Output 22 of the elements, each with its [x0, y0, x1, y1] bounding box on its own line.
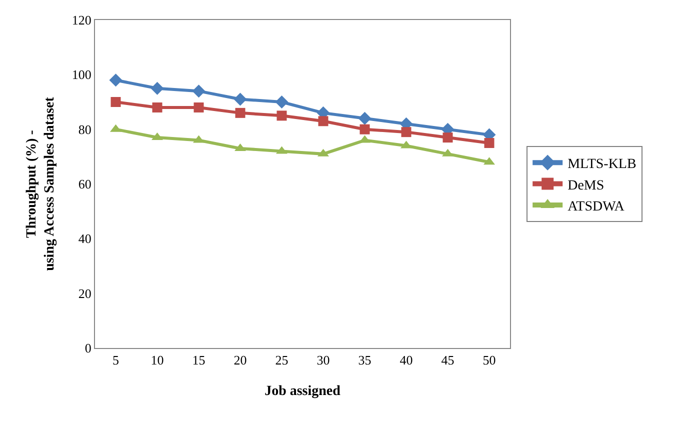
legend-label: ATSDWA	[568, 199, 626, 214]
x-tick-label: 10	[150, 352, 164, 368]
y-axis-title: Throughput (%) - using Access Samples dataset	[24, 96, 58, 271]
x-tick-label: 45	[441, 352, 454, 368]
y-tick-label: 100	[72, 67, 92, 82]
y-tick-label: 0	[84, 340, 92, 356]
y-tick-label: 120	[72, 12, 92, 28]
legend-label: DeMS	[568, 178, 604, 194]
x-tick-label: 30	[316, 352, 330, 368]
x-tick-label: 20	[234, 352, 247, 368]
x-tick-label: 40	[400, 352, 413, 368]
x-tick-label: 5	[112, 352, 119, 368]
y-tick-label: 60	[78, 176, 92, 192]
x-tick-label: 15	[192, 352, 206, 368]
x-tick-label: 50	[482, 352, 496, 368]
x-axis-title: Job assigned	[264, 384, 341, 399]
y-tick-label: 80	[78, 122, 92, 137]
x-tick-label: 35	[358, 352, 372, 368]
y-tick-label: 40	[78, 231, 92, 246]
y-tick-label: 20	[78, 286, 92, 301]
legend-label: MLTS-KLB	[568, 157, 636, 172]
x-tick-label: 25	[275, 352, 288, 368]
